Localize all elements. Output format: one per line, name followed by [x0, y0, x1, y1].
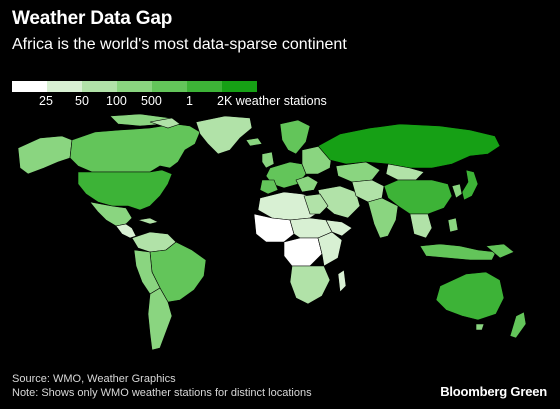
- greenland: [195, 115, 253, 155]
- caribbean: [137, 217, 159, 225]
- legend-swatch-5: [187, 81, 222, 92]
- chart-title: Weather Data Gap: [12, 8, 173, 29]
- world-map: [17, 113, 527, 351]
- alaska: [17, 135, 73, 175]
- iberia: [259, 179, 279, 195]
- korea: [451, 183, 463, 199]
- legend-label-500: 500: [141, 94, 162, 108]
- legend-label-2k: 2K weather stations: [217, 94, 327, 108]
- legend-swatch-0: [12, 81, 47, 92]
- kazakhstan: [335, 161, 381, 183]
- italy-balkans: [295, 175, 319, 193]
- southeast-asia: [409, 213, 433, 239]
- iceland: [245, 137, 263, 147]
- russia: [317, 123, 501, 169]
- central-america: [115, 223, 137, 239]
- europe: [245, 119, 333, 195]
- arctic-island-2: [149, 117, 181, 129]
- legend-label-100: 100: [106, 94, 127, 108]
- china: [383, 179, 453, 215]
- southern-africa: [289, 265, 331, 305]
- legend-swatches: [12, 81, 257, 92]
- usa: [77, 169, 173, 211]
- asia: [317, 123, 515, 261]
- south-america: [131, 231, 207, 351]
- new-zealand: [509, 311, 527, 339]
- legend-label-25: 25: [39, 94, 53, 108]
- horn-of-africa: [325, 219, 353, 237]
- east-africa: [317, 231, 343, 267]
- japan: [461, 169, 479, 201]
- legend-swatch-6: [222, 81, 257, 92]
- egypt: [303, 193, 329, 215]
- legend: 25 50 100 500 1 2K weather stations: [12, 81, 412, 111]
- papua: [485, 243, 515, 259]
- brand-logo: Bloomberg Green: [440, 384, 547, 399]
- legend-swatch-4: [152, 81, 187, 92]
- west-africa: [253, 213, 295, 243]
- chart-subtitle: Africa is the world's most data-sparse c…: [12, 36, 347, 53]
- legend-swatch-2: [82, 81, 117, 92]
- argentina-chile: [147, 287, 173, 351]
- scandinavia: [279, 119, 311, 155]
- legend-swatch-1: [47, 81, 82, 92]
- africa: [253, 191, 353, 305]
- india: [367, 197, 399, 239]
- source-note: Source: WMO, Weather Graphics: [12, 373, 176, 385]
- legend-swatch-3: [117, 81, 152, 92]
- indonesia: [419, 243, 497, 261]
- footnote: Note: Shows only WMO weather stations fo…: [12, 387, 312, 399]
- canada: [69, 123, 201, 173]
- philippines: [447, 217, 459, 233]
- australia: [435, 271, 505, 321]
- legend-label-1k: 1: [186, 94, 193, 108]
- madagascar: [337, 269, 347, 293]
- tasmania: [475, 323, 485, 331]
- north-america: [17, 113, 253, 239]
- oceania: [435, 271, 527, 339]
- uk-ireland: [261, 151, 275, 169]
- legend-label-50: 50: [75, 94, 89, 108]
- central-africa: [283, 237, 323, 267]
